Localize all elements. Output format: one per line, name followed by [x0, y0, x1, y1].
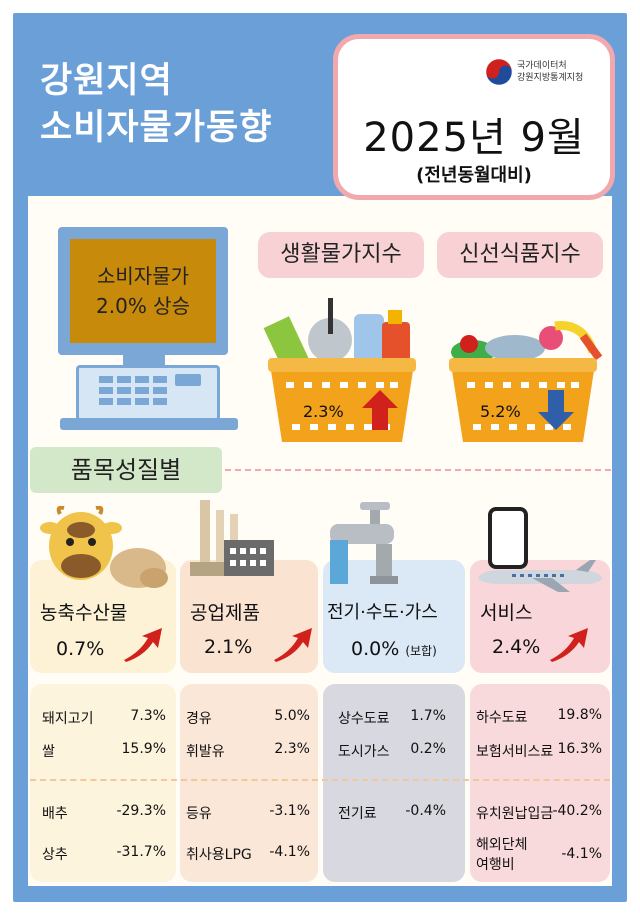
- logo-line-2: 강원지방통계지청: [517, 73, 584, 83]
- up-curve-arrow-icon: [548, 628, 590, 666]
- fresh-food-index-label: 신선식품지수: [437, 232, 603, 278]
- category-name: 농축수산물: [40, 602, 128, 624]
- register-base: [60, 418, 238, 430]
- faucet-icon: [326, 502, 406, 588]
- list-item: 하수도료 19.8%: [476, 707, 602, 726]
- detail-divider: [30, 779, 610, 781]
- category-name: 전기·수도·가스: [327, 602, 438, 623]
- down-arrow-icon: [538, 390, 574, 434]
- fresh-food-index-value: 5.2%: [480, 402, 521, 421]
- detail-panel-industrial: [180, 684, 318, 882]
- living-price-index-value: 2.3%: [303, 402, 344, 421]
- cpi-screen: 소비자물가 2.0% 상승: [70, 239, 216, 343]
- smartphone-icon: [488, 507, 528, 573]
- list-item: 상수도료 1.7%: [338, 708, 446, 727]
- up-curve-arrow-icon: [272, 628, 314, 666]
- category-card-agri: 농축수산물 0.7%: [30, 560, 176, 673]
- category-name: 공업제품: [190, 602, 260, 624]
- list-item: 도시가스 0.2%: [338, 741, 446, 760]
- category-value: 0.0% (보합): [351, 638, 437, 660]
- report-period: 2025년 9월: [363, 115, 585, 161]
- title-line-2: 소비자물가동향: [40, 108, 273, 148]
- fresh-food-basket-icon: [443, 292, 603, 446]
- list-item: 상추 -31.7%: [42, 844, 166, 863]
- cpi-value: 2.0% 상승: [96, 294, 190, 318]
- list-item: 취사용LPG -4.1%: [186, 844, 310, 863]
- detail-panel-services: [470, 684, 610, 882]
- page-title: 강원지역 소비자물가동향: [40, 58, 272, 152]
- up-curve-arrow-icon: [122, 628, 164, 666]
- living-price-index-label: 생활물가지수: [258, 232, 424, 278]
- category-value: 0.7%: [56, 638, 105, 660]
- up-arrow-icon: [362, 390, 398, 434]
- cow-potato-icon: [38, 505, 170, 594]
- category-value: 2.1%: [204, 636, 253, 658]
- list-item: 휘발유 2.3%: [186, 741, 310, 760]
- date-box: 국가데이터처 강원지방통계지청 2025년 9월 (전년동월대비): [333, 34, 615, 200]
- list-item: 등유 -3.1%: [186, 803, 310, 822]
- agency-logo: 국가데이터처 강원지방통계지청: [486, 59, 583, 85]
- category-value: 2.4%: [492, 636, 541, 658]
- list-item: 배추 -29.3%: [42, 803, 166, 822]
- factory-icon: [190, 500, 280, 580]
- title-line-1: 강원지역: [40, 61, 173, 101]
- category-card-industrial: 공업제품 2.1%: [180, 560, 318, 673]
- register-monitor: 소비자물가 2.0% 상승: [58, 227, 228, 355]
- list-item: 쌀 15.9%: [42, 741, 166, 760]
- list-item: 돼지고기 7.3%: [42, 708, 166, 727]
- category-note: (보합): [405, 644, 437, 658]
- detail-panel-utilities: [323, 684, 465, 882]
- taegeuk-icon: [486, 59, 512, 85]
- airplane-icon: [472, 560, 604, 598]
- register-neck: [123, 355, 165, 367]
- cash-register-icon: [76, 365, 220, 421]
- detail-panel-agri: [30, 684, 176, 882]
- section-divider: [225, 469, 611, 471]
- comparison-basis: (전년동월대비): [416, 165, 532, 186]
- logo-line-1: 국가데이터처: [517, 61, 567, 71]
- cpi-label: 소비자물가: [97, 264, 189, 288]
- category-name: 서비스: [480, 602, 533, 624]
- list-item: 해외단체 여행비 -4.1%: [476, 837, 602, 873]
- list-item: 유치원납입금 -40.2%: [476, 803, 602, 822]
- list-item: 전기료 -0.4%: [338, 803, 446, 822]
- household-goods-basket-icon: [262, 292, 422, 446]
- section-label: 품목성질별: [30, 447, 222, 493]
- list-item: 보험서비스료 16.3%: [476, 741, 602, 760]
- list-item: 경유 5.0%: [186, 708, 310, 727]
